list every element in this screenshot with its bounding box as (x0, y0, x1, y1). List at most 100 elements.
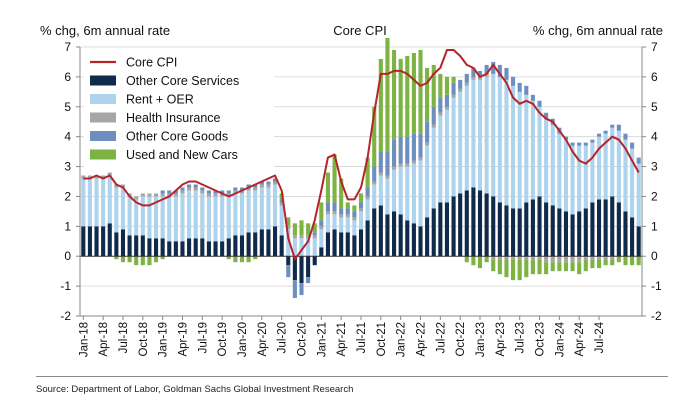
x-tick-label: Jul-23 (515, 322, 527, 353)
bar-segment (114, 232, 119, 257)
x-tick-label: Jan-23 (475, 322, 487, 357)
bar-segment (319, 247, 324, 257)
bar-segment (127, 235, 132, 257)
bar-segment (491, 256, 496, 260)
bar-segment (385, 214, 390, 257)
bar-segment (603, 199, 608, 257)
bar-segment (87, 175, 92, 179)
bar-segment (81, 226, 86, 257)
bar-segment (544, 262, 549, 275)
bar-segment (544, 112, 549, 119)
bar-segment (160, 196, 165, 239)
bar-segment (134, 199, 139, 236)
bar-segment (570, 256, 575, 263)
bar-segment (325, 202, 330, 212)
legend-swatch (90, 75, 116, 86)
bar-segment (272, 178, 278, 182)
bar-segment (127, 196, 132, 236)
bar-segment (464, 73, 469, 83)
bar-segment (544, 118, 549, 203)
bar-segment (418, 226, 423, 257)
bar-segment (365, 196, 370, 200)
bar-segment (233, 187, 238, 191)
bar-segment (504, 259, 509, 278)
bar-segment (616, 130, 621, 203)
bar-segment (590, 259, 595, 269)
y-tick-label-left: 2 (64, 189, 71, 203)
bar-segment (511, 76, 516, 86)
bar-segment (464, 82, 469, 86)
bar-segment (418, 160, 423, 227)
bar-segment (385, 178, 390, 215)
bar-segment (153, 238, 159, 257)
bar-segment (193, 190, 198, 239)
legend-swatch (90, 94, 116, 104)
bar-segment (451, 76, 456, 83)
bar-segment (206, 196, 211, 242)
bar-segment (636, 226, 641, 257)
bar-segment (464, 85, 469, 191)
bar-segment (596, 256, 602, 260)
bar-segment (279, 202, 284, 206)
bar-segment (451, 82, 456, 95)
bar-segment (226, 238, 231, 257)
bar-segment (127, 256, 132, 263)
bar-segment (636, 163, 641, 227)
legend-label: Other Core Services (126, 74, 239, 88)
bar-segment (319, 202, 324, 221)
bar-segment (596, 199, 602, 257)
bar-segment (345, 202, 350, 209)
bar-segment (524, 256, 529, 260)
bar-segment (239, 187, 245, 191)
bar-segment (279, 205, 284, 236)
bar-segment (630, 148, 635, 218)
bar-segment (590, 139, 595, 143)
bar-segment (266, 229, 271, 257)
bar-segment (398, 214, 403, 257)
bar-segment (378, 172, 383, 176)
bar-segment (392, 169, 397, 212)
bar-segment (471, 79, 476, 188)
bar-segment (431, 64, 436, 107)
bar-segment (497, 76, 502, 203)
x-tick-label: Jan-20 (237, 322, 249, 357)
bar-segment (292, 238, 297, 257)
bar-segment (477, 79, 483, 191)
bar-segment (378, 151, 383, 173)
bar-segment (339, 178, 344, 209)
bar-segment (464, 190, 469, 257)
bar-segment (226, 190, 231, 194)
bar-segment (603, 259, 608, 266)
bar-segment (140, 193, 145, 197)
bar-segment (405, 220, 410, 257)
y-tick-label-left: -1 (60, 279, 71, 293)
bar-segment (253, 187, 258, 191)
bar-segment (101, 178, 106, 227)
source-note: Source: Department of Labor, Goldman Sac… (36, 384, 354, 395)
bar-segment (272, 226, 278, 257)
bar-segment (352, 235, 357, 257)
bar-segment (339, 214, 344, 218)
x-tick-label: Apr-19 (177, 322, 189, 357)
bar-segment (180, 190, 185, 194)
bar-segment (372, 106, 377, 167)
bar-segment (563, 262, 569, 272)
bar-segment (411, 223, 416, 257)
x-tick-label: Jan-19 (158, 322, 170, 357)
bar-segment (339, 232, 344, 257)
bar-segment (603, 130, 608, 134)
bar-segment (537, 100, 542, 107)
bar-segment (425, 142, 430, 146)
bar-segment (372, 181, 377, 185)
bar-segment (616, 256, 621, 263)
bar-segment (372, 208, 377, 257)
bar-segment (279, 199, 284, 203)
bar-segment (325, 214, 330, 233)
bar-segment (497, 256, 502, 260)
bar-segment (306, 256, 311, 278)
bar-segment (352, 211, 357, 218)
bar-segment (180, 193, 185, 242)
x-tick-label: Jul-19 (197, 322, 209, 353)
